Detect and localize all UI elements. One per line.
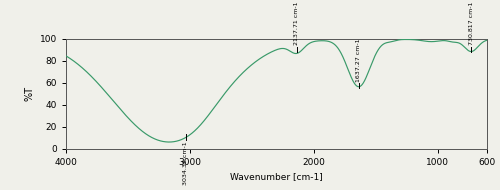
- Text: 3034.32 cm-1: 3034.32 cm-1: [183, 141, 188, 185]
- Text: 1637.27 cm-1: 1637.27 cm-1: [356, 38, 361, 82]
- Text: 730.817 cm-1: 730.817 cm-1: [468, 2, 473, 45]
- Y-axis label: %T: %T: [24, 86, 34, 101]
- X-axis label: Wavenumber [cm-1]: Wavenumber [cm-1]: [230, 172, 323, 181]
- Text: 2137.71 cm-1: 2137.71 cm-1: [294, 2, 299, 45]
